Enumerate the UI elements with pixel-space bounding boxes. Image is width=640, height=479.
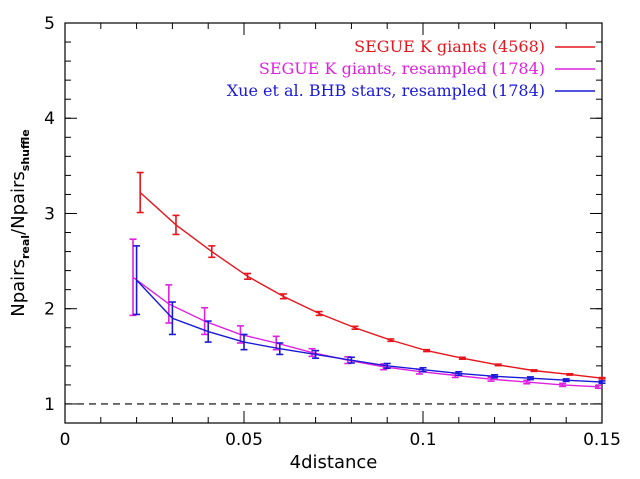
series-3: [133, 245, 606, 384]
y-axis-label-main: Npairs: [8, 259, 29, 317]
series-line: [132, 276, 599, 388]
x-tick-label: 0: [60, 430, 71, 450]
axis-tick-labels: 0 0.05 0.1 0.15 1 2 3 4 5: [44, 14, 621, 450]
series-line: [139, 192, 603, 379]
x-tick-label: 0.05: [225, 430, 263, 450]
y-tick-label: 4: [44, 109, 55, 129]
y-tick-label: 1: [44, 395, 55, 415]
y-axis-label-sub-shuffle: shuffle: [19, 129, 32, 171]
y-tick-label: 2: [44, 300, 55, 320]
y-axis-label: Npairsreal/Npairsshuffle: [8, 129, 32, 317]
axis-ticks: [64, 22, 603, 424]
legend-entry: SEGUE K giants, resampled (1784): [259, 59, 545, 78]
series-1: [136, 171, 606, 380]
y-tick-label: 3: [44, 204, 55, 224]
legend-entry: SEGUE K giants (4568): [354, 37, 545, 56]
legend-entry: Xue et al. BHB stars, resampled (1784): [227, 81, 545, 100]
y-axis-label-sub-real: real: [19, 235, 32, 259]
y-tick-label: 5: [44, 14, 55, 34]
y-axis-label-slash: /Npairs: [8, 171, 29, 235]
series-line: [136, 279, 603, 383]
plot-frame: [64, 22, 603, 424]
x-tick-label: 0.15: [583, 430, 621, 450]
legend: SEGUE K giants (4568) SEGUE K giants, res…: [227, 37, 595, 100]
series-layer: [129, 171, 606, 390]
x-tick-label: 0.1: [409, 430, 436, 450]
x-axis-label: 4distance: [290, 452, 378, 473]
series-2: [129, 238, 602, 390]
